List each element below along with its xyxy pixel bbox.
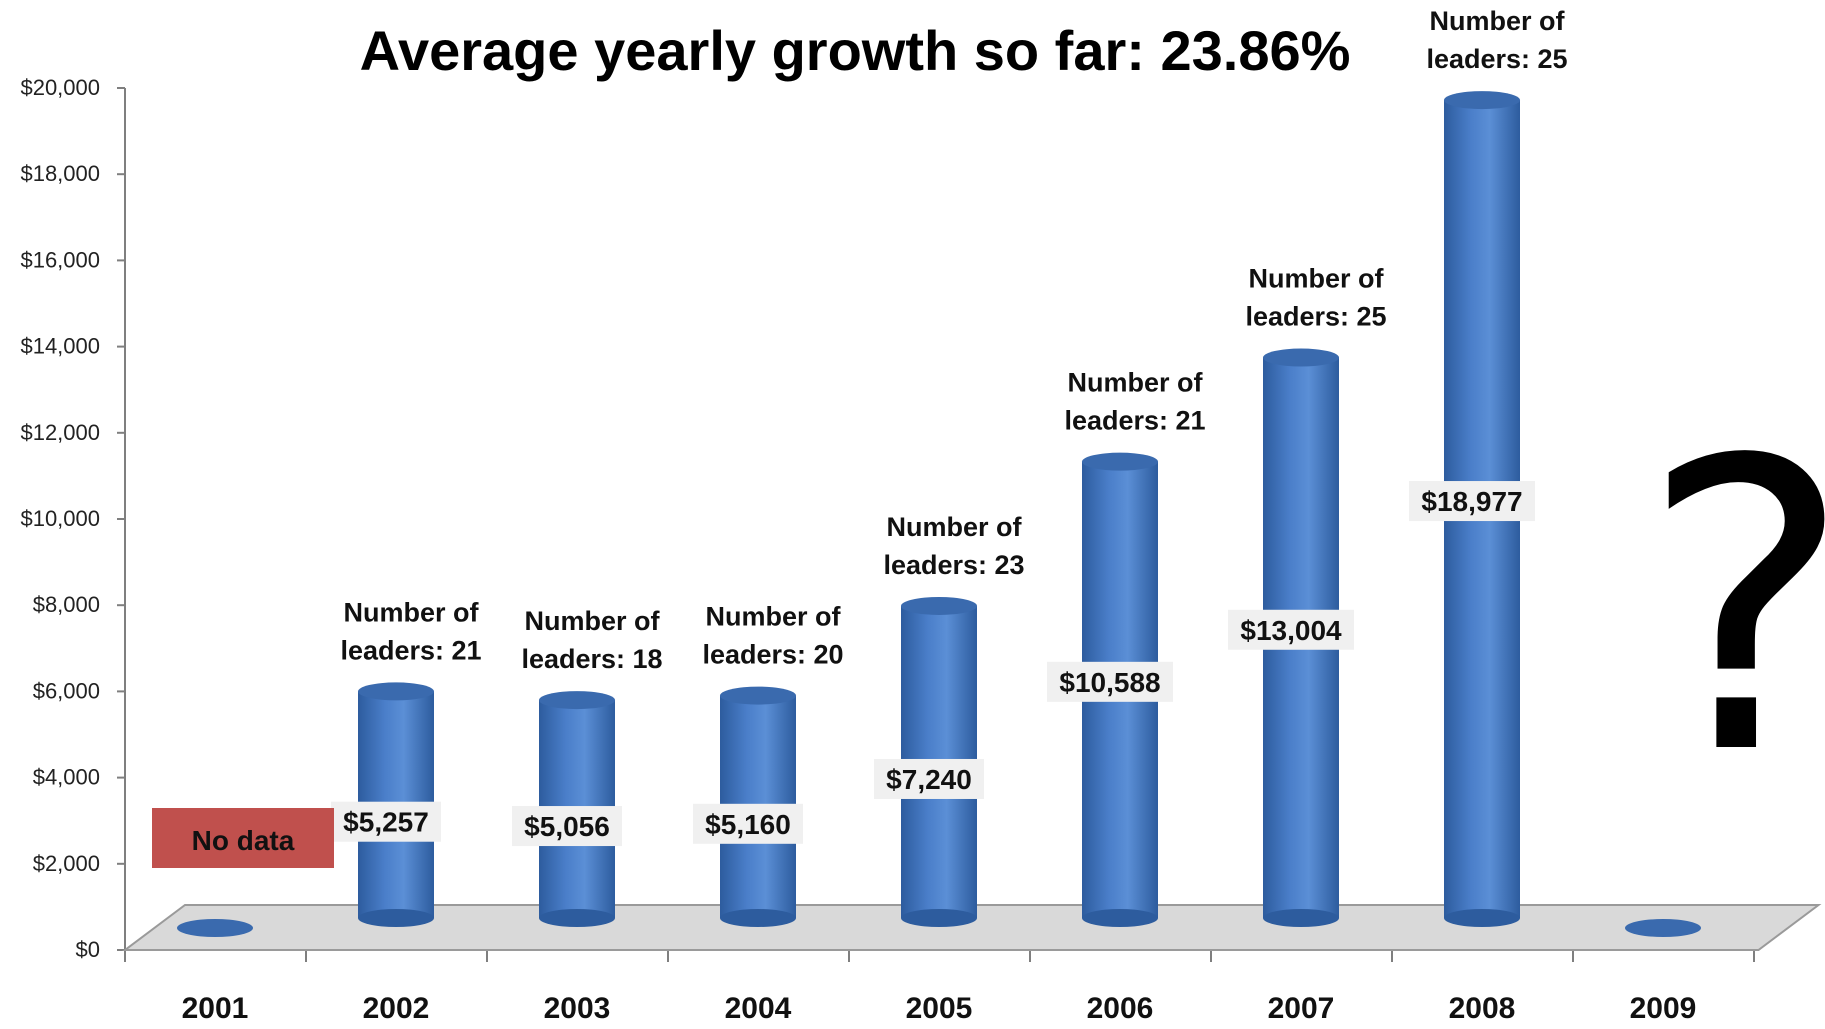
bar-value-label: $5,056 <box>524 811 610 842</box>
y-tick-label: $14,000 <box>20 334 100 359</box>
bar-top <box>901 596 977 615</box>
x-tick-label: 2008 <box>1449 992 1516 1025</box>
y-axis: $0 $2,000 $4,000 $6,000 $8,000 $10,000 $12,000… <box>20 75 1759 962</box>
y-tick-label: $4,000 <box>33 765 100 790</box>
y-tick-label: $20,000 <box>20 75 100 100</box>
empty-bar-disc <box>177 919 253 937</box>
x-tick-label: 2002 <box>363 992 430 1025</box>
leaders-label-line1: Number of <box>1068 368 1204 398</box>
y-tick-label: $10,000 <box>20 506 100 531</box>
y-tick-label: $6,000 <box>33 678 100 703</box>
bar-top <box>358 682 434 701</box>
bar-value-label: $18,977 <box>1421 486 1522 517</box>
leaders-label-line1: Number of <box>1430 6 1566 36</box>
bar-value-label: $7,240 <box>886 764 972 795</box>
bar-value-bg <box>331 801 441 842</box>
leaders-label-line1: Number of <box>525 606 661 636</box>
bar-base <box>1263 909 1339 927</box>
leaders-label-line2: leaders: 25 <box>1426 44 1567 74</box>
empty-bar-disc <box>1625 919 1701 937</box>
bar-value-bg <box>512 806 622 847</box>
x-tick-label: 2003 <box>544 992 611 1025</box>
leaders-label-line2: leaders: 21 <box>1064 406 1205 436</box>
bar-base <box>358 909 434 927</box>
leaders-label-line1: Number of <box>344 597 480 627</box>
leaders-label-line2: leaders: 25 <box>1245 302 1386 332</box>
chart-title: Average yearly growth so far: 23.86% <box>359 19 1351 82</box>
leaders-label-line1: Number of <box>887 512 1023 542</box>
leaders-label-line1: Number of <box>706 602 842 632</box>
bar-value-label: $13,004 <box>1240 615 1342 646</box>
x-tick-label: 2005 <box>906 992 973 1025</box>
leaders-label-line2: leaders: 18 <box>521 644 662 674</box>
bar-value-bg <box>1047 661 1173 702</box>
y-tick-label: $18,000 <box>20 161 100 186</box>
y-tick-label: $16,000 <box>20 247 100 272</box>
x-tick-label: 2007 <box>1268 992 1335 1025</box>
no-data-box <box>152 808 334 868</box>
leaders-label-line2: leaders: 23 <box>883 550 1024 580</box>
y-tick-label: $12,000 <box>20 420 100 445</box>
question-mark: ? <box>1640 410 1825 810</box>
bar-top <box>539 691 615 710</box>
labels: 2001 2002 $5,257 Number of leaders: 21 2003 $5… <box>152 6 1696 1025</box>
bar-value-bg <box>1228 609 1354 650</box>
x-tick-label: 2006 <box>1087 992 1154 1025</box>
bar-top <box>1263 348 1339 367</box>
bar-base <box>539 909 615 927</box>
leaders-label-line1: Number of <box>1249 264 1385 294</box>
bar-value-label: $5,257 <box>343 807 429 838</box>
x-tick-label: 2009 <box>1630 992 1697 1025</box>
bar-base <box>1082 909 1158 927</box>
bar-base <box>901 909 977 927</box>
y-tick-label: $8,000 <box>33 592 100 617</box>
y-tick-label: $2,000 <box>33 851 100 876</box>
x-tick-label: 2001 <box>182 992 249 1025</box>
leaders-label-line2: leaders: 21 <box>340 635 481 665</box>
bar-top <box>720 686 796 705</box>
bar-value-bg <box>874 758 984 799</box>
x-tick-label: 2004 <box>725 992 792 1025</box>
no-data-label: No data <box>192 825 295 856</box>
bar-value-bg <box>1409 481 1535 522</box>
bar-base <box>1444 909 1520 927</box>
y-tick-label: $0 <box>76 937 100 962</box>
bar-base <box>720 909 796 927</box>
bar-value-label: $10,588 <box>1059 667 1160 698</box>
bar-value-label: $5,160 <box>705 809 791 840</box>
bar-value-bg <box>693 803 803 844</box>
leaders-label-line2: leaders: 20 <box>702 640 843 670</box>
bar-top <box>1082 452 1158 471</box>
bar-top <box>1444 91 1520 110</box>
